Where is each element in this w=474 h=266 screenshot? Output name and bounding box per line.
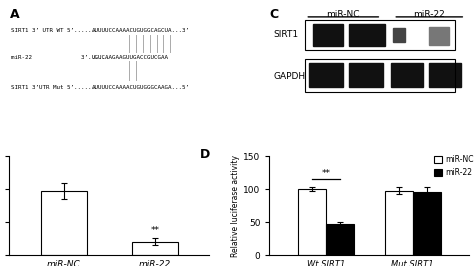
Text: SIRT1: SIRT1 [273,30,299,39]
Text: SIRT1 3’ UTR WT 5’......: SIRT1 3’ UTR WT 5’...... [11,28,95,33]
Y-axis label: Relative luciferase activity: Relative luciferase activity [231,155,240,257]
Bar [41,191,87,255]
Bar [305,20,455,49]
Text: miR-NC: miR-NC [327,10,360,19]
Bar [313,24,343,45]
Text: AUUUUCCAAAACUGUGGCAGCUA...3’: AUUUUCCAAAACUGUGGCAGCUA...3’ [91,28,190,33]
Legend: miR-NC, miR-22: miR-NC, miR-22 [434,155,474,177]
Bar [305,59,455,92]
Text: C: C [269,8,279,21]
Text: miR-22              3’......: miR-22 3’...... [11,56,109,60]
Text: SIRT1 3’UTR Mut 5’......: SIRT1 3’UTR Mut 5’...... [11,85,95,90]
Text: AUUUUCCAAAACUGUGGGCAAGA...5’: AUUUUCCAAAACUGUGGGCAAGA...5’ [91,85,190,90]
Text: GAPDH: GAPDH [273,72,305,81]
Text: UGUCAAGAAGUUGACCGUCGAA: UGUCAAGAAGUUGACCGUCGAA [91,56,168,60]
Text: A: A [9,8,19,21]
Bar [385,191,413,255]
Text: **: ** [150,226,159,235]
Bar [310,63,343,87]
Bar [429,63,461,87]
Bar [413,192,440,255]
Bar [392,63,423,87]
Bar [132,242,178,255]
Bar [349,63,383,87]
Text: miR-22: miR-22 [413,10,445,19]
Bar [326,224,354,255]
Bar [429,27,449,45]
Text: **: ** [321,169,330,178]
Bar [349,24,385,45]
Text: D: D [200,148,210,161]
Bar [298,189,326,255]
Bar [393,28,405,41]
